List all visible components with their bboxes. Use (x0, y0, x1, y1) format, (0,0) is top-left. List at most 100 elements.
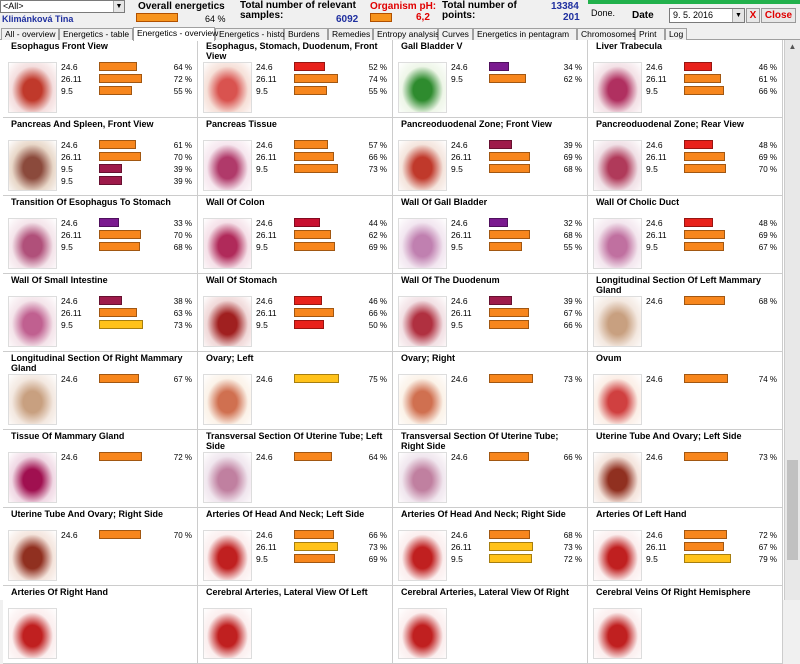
organ-image[interactable] (203, 218, 252, 269)
organ-card[interactable]: Cerebral Arteries, Lateral View Of Right (393, 586, 588, 664)
energy-bar (99, 218, 119, 227)
organ-image[interactable] (8, 62, 57, 113)
organ-card[interactable]: Pancreas Tissue 24.6 57 % 26.11 66 % 9.5 73 % (198, 118, 393, 196)
organ-card[interactable]: Pancreoduodenal Zone; Rear View 24.6 48 % 2… (588, 118, 783, 196)
measurement-date: 24.6 (451, 62, 468, 72)
vertical-scrollbar[interactable]: ▲ (784, 40, 800, 600)
organ-image[interactable] (398, 608, 447, 659)
energy-bar (489, 242, 522, 251)
organ-card[interactable]: Cerebral Arteries, Lateral View Of Left (198, 586, 393, 664)
energy-bar (99, 164, 122, 173)
organ-image[interactable] (593, 374, 642, 425)
organ-image[interactable] (398, 218, 447, 269)
organ-card[interactable]: Pancreoduodenal Zone; Front View 24.6 39 %… (393, 118, 588, 196)
organ-image[interactable] (203, 530, 252, 581)
close-x-button[interactable]: X (746, 8, 760, 23)
energy-bar (489, 530, 530, 539)
chevron-down-icon[interactable]: ▼ (732, 9, 744, 22)
organ-image[interactable] (593, 218, 642, 269)
chevron-down-icon[interactable]: ▼ (113, 1, 124, 12)
organ-image[interactable] (593, 296, 642, 347)
measurement-date: 24.6 (451, 296, 468, 306)
energy-percent: 66 % (368, 531, 387, 540)
organ-card[interactable]: Longitudinal Section Of Left Mammary Gla… (588, 274, 783, 352)
organ-image[interactable] (593, 62, 642, 113)
organ-image[interactable] (8, 530, 57, 581)
organ-card[interactable]: Wall Of Small Intestine 24.6 38 % 26.11 63 %… (3, 274, 198, 352)
measurement-row: 9.5 72 % (451, 554, 586, 564)
organ-card[interactable]: Uterine Tube And Ovary; Right Side 24.6 70… (3, 508, 198, 586)
organ-image[interactable] (8, 374, 57, 425)
energy-bar (99, 296, 122, 305)
date-dropdown[interactable]: 9. 5. 2016 ▼ (669, 8, 745, 23)
tab-burdens[interactable]: Burdens (284, 28, 328, 40)
tab-remedies[interactable]: Remedies (328, 28, 373, 40)
organ-card[interactable]: Ovum 24.6 74 % (588, 352, 783, 430)
organ-card[interactable]: Longitudinal Section Of Right Mammary Gl… (3, 352, 198, 430)
organ-image[interactable] (203, 608, 252, 659)
organ-image[interactable] (203, 374, 252, 425)
energy-percent: 34 % (563, 63, 582, 72)
organ-image[interactable] (398, 530, 447, 581)
scroll-thumb[interactable] (787, 460, 798, 560)
organ-card[interactable]: Arteries Of Head And Neck; Left Side 24.6… (198, 508, 393, 586)
organ-image[interactable] (8, 452, 57, 503)
organ-image[interactable] (593, 530, 642, 581)
organ-image[interactable] (398, 140, 447, 191)
organ-image[interactable] (203, 62, 252, 113)
organ-image[interactable] (8, 608, 57, 659)
tab-all-overview[interactable]: All - overview (1, 28, 59, 40)
filter-dropdown[interactable]: <All> ▼ (0, 0, 125, 13)
organ-image[interactable] (593, 608, 642, 659)
organ-card[interactable]: Transition Of Esophagus To Stomach 24.6 33… (3, 196, 198, 274)
scroll-up-icon[interactable]: ▲ (788, 42, 797, 51)
organ-image[interactable] (203, 140, 252, 191)
organ-image[interactable] (203, 296, 252, 347)
organ-card[interactable]: Pancreas And Spleen, Front View 24.6 61 % 2… (3, 118, 198, 196)
energy-bar (684, 530, 727, 539)
tab-energetics-overview[interactable]: Energetics - overview (133, 27, 218, 41)
organ-image[interactable] (593, 452, 642, 503)
organ-image[interactable] (398, 296, 447, 347)
organ-card[interactable]: Cerebral Veins Of Right Hemisphere (588, 586, 783, 664)
organ-card[interactable]: Wall Of Stomach 24.6 46 % 26.11 66 % 9.5 50 % (198, 274, 393, 352)
tab-log[interactable]: Log (665, 28, 687, 40)
organ-card[interactable]: Arteries Of Right Hand (3, 586, 198, 664)
organ-card[interactable]: Tissue Of Mammary Gland 24.6 72 % (3, 430, 198, 508)
organ-image[interactable] (593, 140, 642, 191)
organ-card[interactable]: Esophagus, Stomach, Duodenum, Front View… (198, 40, 393, 118)
organ-card[interactable]: Ovary; Right 24.6 73 % (393, 352, 588, 430)
organ-image[interactable] (398, 62, 447, 113)
close-button[interactable]: Close (761, 8, 796, 23)
organ-image[interactable] (8, 140, 57, 191)
energy-bar (294, 62, 325, 71)
organ-card[interactable]: Wall Of Gall Bladder 24.6 32 % 26.11 68 % 9.5… (393, 196, 588, 274)
tab-energetics-in-pentagram[interactable]: Energetics in pentagram (473, 28, 577, 40)
organ-card[interactable]: Wall Of Colon 24.6 44 % 26.11 62 % 9.5 69 % (198, 196, 393, 274)
measurement-date: 24.6 (61, 452, 78, 462)
organ-card[interactable]: Wall Of Cholic Duct 24.6 48 % 26.11 69 % 9.5 6… (588, 196, 783, 274)
organ-card[interactable]: Liver Trabecula 24.6 46 % 26.11 61 % 9.5 66 % (588, 40, 783, 118)
tab-print[interactable]: Print (635, 28, 665, 40)
organ-image[interactable] (398, 452, 447, 503)
organ-card[interactable]: Ovary; Left 24.6 75 % (198, 352, 393, 430)
organ-card[interactable]: Uterine Tube And Ovary; Left Side 24.6 73 … (588, 430, 783, 508)
tab-curves[interactable]: Curves (438, 28, 473, 40)
organ-image[interactable] (8, 218, 57, 269)
organ-card[interactable]: Wall Of The Duodenum 24.6 39 % 26.11 67 % 9.5… (393, 274, 588, 352)
organ-card[interactable]: Transversal Section Of Uterine Tube; Rig… (393, 430, 588, 508)
organ-image[interactable] (203, 452, 252, 503)
energy-bar (99, 452, 142, 461)
organ-card[interactable]: Esophagus Front View 24.6 64 % 26.11 72 % 9.5… (3, 40, 198, 118)
organ-card[interactable]: Arteries Of Left Hand 24.6 72 % 26.11 67 % 9.… (588, 508, 783, 586)
organ-image[interactable] (398, 374, 447, 425)
organ-card[interactable]: Arteries Of Head And Neck; Right Side 24.… (393, 508, 588, 586)
measurement-row: 24.6 46 % (256, 296, 391, 306)
tab-chromosomes[interactable]: Chromosomes (577, 28, 636, 40)
tab-energetics-history[interactable]: Energetics - history (215, 28, 292, 40)
organ-image[interactable] (8, 296, 57, 347)
organ-card[interactable]: Transversal Section Of Uterine Tube; Lef… (198, 430, 393, 508)
organ-card[interactable]: Gall Bladder V 24.6 34 % 9.5 62 % (393, 40, 588, 118)
tab-energetics-table[interactable]: Energetics - table (59, 28, 133, 40)
tab-entropy-analysis[interactable]: Entropy analysis (373, 28, 439, 40)
